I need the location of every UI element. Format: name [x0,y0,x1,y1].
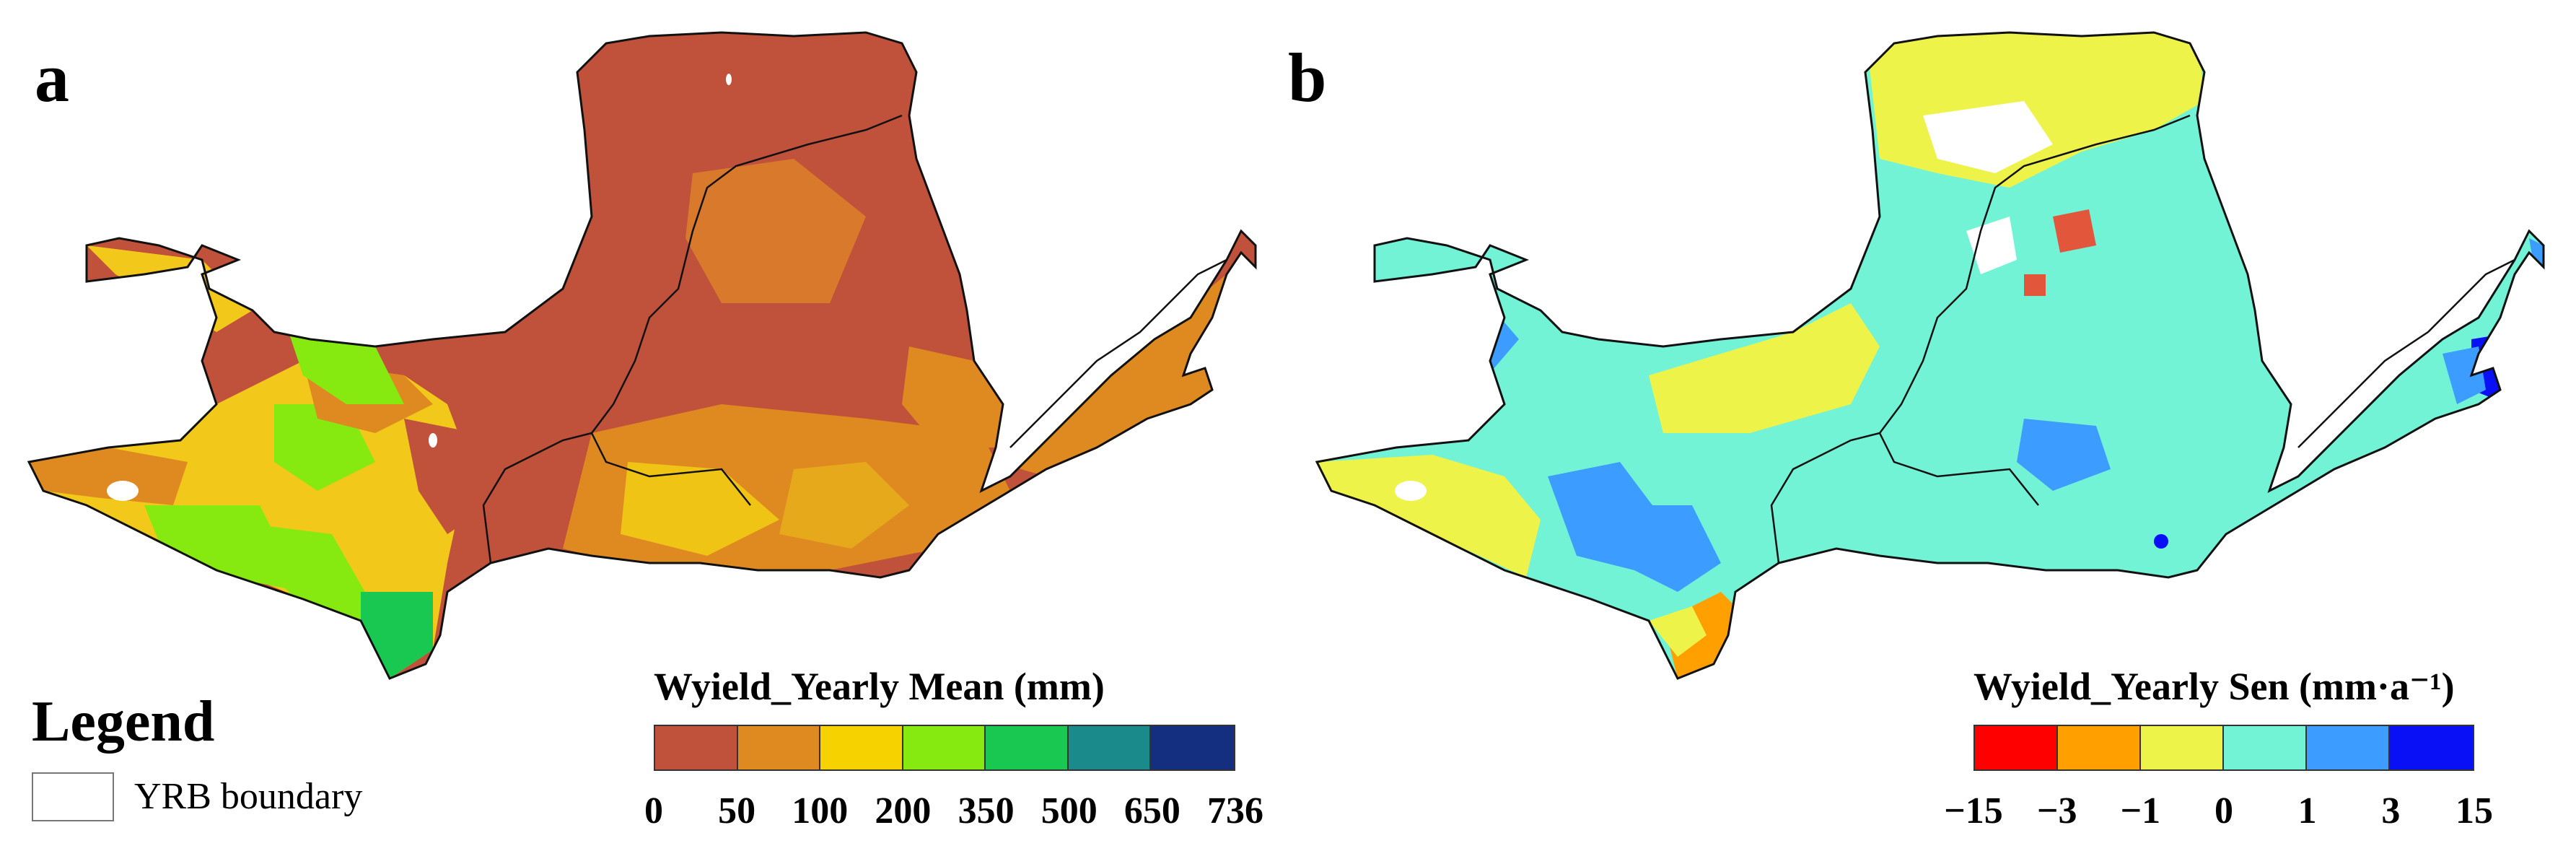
colorbar-b-swatches [1973,725,2474,771]
map-mean-water-yield [27,31,1257,680]
colorbar-b-tick-5: 3 [2381,790,2401,832]
colorbar-b-ticks: −15 −3 −1 0 1 3 15 [1944,790,2493,836]
colorbar-b-tick-3: 0 [2214,790,2233,832]
colorbar-b-swatch-0 [1975,726,2058,769]
colorbar-a-tick-5: 500 [1041,790,1098,832]
colorbar-b-title: Wyield_Yearly Sen (mm·a⁻¹) [1973,665,2455,708]
colorbar-a-swatch-5 [1068,726,1152,769]
colorbar-a-tick-0: 0 [644,790,663,832]
colorbar-b-tick-0: −15 [1944,790,2003,832]
colorbar-a-ticks: 0 50 100 200 350 500 650 736 [644,790,1263,836]
colorbar-b-swatch-5 [2390,726,2473,769]
colorbar-a-tick-3: 200 [875,790,932,832]
panel-a: a Legend YRB boundary Wyield_Yearly Mean… [27,31,1263,836]
colorbar-a-tick-7: 736 [1207,790,1263,832]
colorbar-b-tick-2: −1 [2120,790,2161,832]
colorbar-b-swatch-4 [2307,726,2390,769]
colorbar-b-swatch-1 [2058,726,2141,769]
boundary-legend-swatch [32,772,114,821]
colorbar-a-swatch-3 [903,726,986,769]
colorbar-a-swatches [654,725,1235,771]
colorbar-a-tick-6: 650 [1123,790,1180,832]
colorbar-b-tick-4: 1 [2297,790,2317,832]
colorbar-a-swatch-2 [820,726,903,769]
panel-label-a: a [35,39,69,116]
colorbar-b-swatch-2 [2141,726,2224,769]
colorbar-a-swatch-4 [986,726,1069,769]
colorbar-a-swatch-1 [737,726,821,769]
colorbar-b-tick-6: 15 [2455,790,2493,832]
boundary-legend-label: YRB boundary [134,776,363,817]
colorbar-a-swatch-0 [655,726,738,769]
colorbar-a-tick-4: 350 [958,790,1015,832]
colorbar-b-tick-1: −3 [2036,790,2077,832]
colorbar-a-swatch-6 [1151,726,1234,769]
colorbar-b-swatch-3 [2224,726,2307,769]
colorbar-a-title: Wyield_Yearly Mean (mm) [654,665,1105,708]
legend-title: Legend [32,690,215,754]
map-water-yield-trend [1315,31,2545,680]
panel-b: b Wyield_Yearly Sen (mm·a⁻¹) −15 −3 −1 0 1 3 1… [1288,0,2576,851]
colorbar-a-tick-2: 100 [792,790,849,832]
colorbar-a-tick-1: 50 [718,790,756,832]
panel-label-b: b [1288,39,1327,116]
